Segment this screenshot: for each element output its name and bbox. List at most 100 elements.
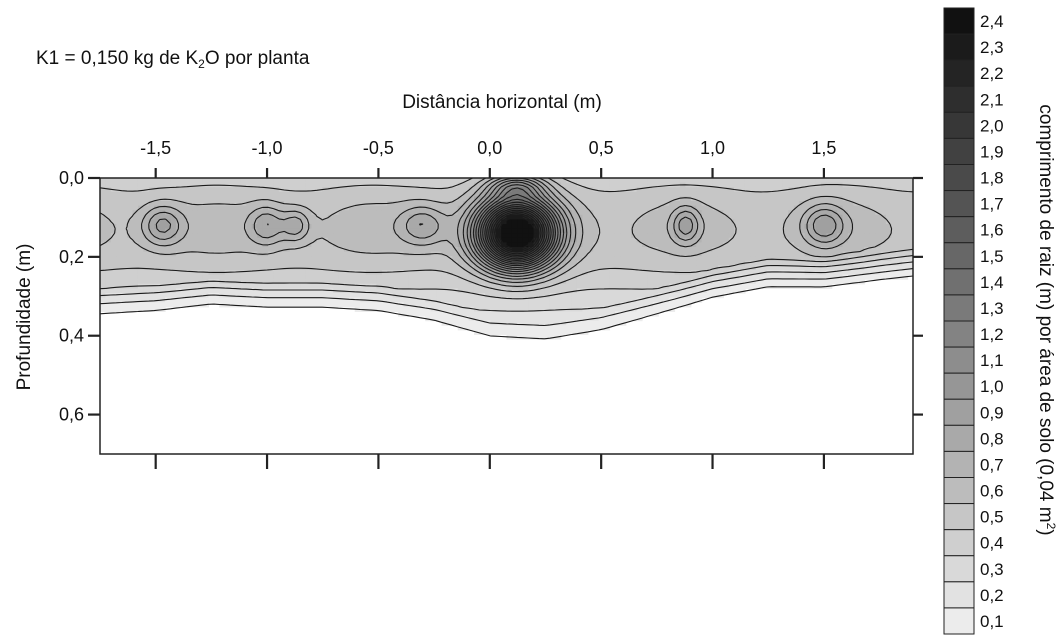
contour-cell xyxy=(408,201,415,207)
contour-cell xyxy=(473,288,480,294)
contour-cell xyxy=(549,329,556,335)
contour-cell xyxy=(755,256,762,262)
contour-cell xyxy=(858,242,865,248)
contour-cell xyxy=(105,297,112,303)
contour-cell xyxy=(539,196,546,202)
contour-cell xyxy=(251,242,258,248)
contour-cell xyxy=(631,191,638,197)
contour-cell xyxy=(734,247,741,253)
contour-cell xyxy=(739,210,746,216)
contour-cell xyxy=(333,302,340,308)
contour-cell xyxy=(658,196,665,202)
contour-cell xyxy=(105,247,112,253)
contour-cell xyxy=(847,205,854,211)
contour-cell xyxy=(669,265,676,271)
contour-cell xyxy=(257,293,264,299)
contour-cell xyxy=(669,178,676,184)
contour-cell xyxy=(728,201,735,207)
contour-cell xyxy=(734,191,741,197)
contour-cell xyxy=(782,256,789,262)
contour-cell xyxy=(295,187,302,193)
contour-cell xyxy=(831,265,838,271)
contour-cell xyxy=(631,260,638,266)
contour-cell xyxy=(652,178,659,184)
contour-cell xyxy=(181,274,188,280)
contour-cell xyxy=(593,283,600,289)
contour-cell xyxy=(100,274,107,280)
contour-cell xyxy=(609,302,616,308)
contour-cell xyxy=(387,237,394,243)
contour-cell xyxy=(479,242,486,248)
contour-cell xyxy=(159,302,166,308)
contour-cell xyxy=(539,297,546,303)
contour-cell xyxy=(463,288,470,294)
contour-cell xyxy=(197,233,204,239)
contour-cell xyxy=(598,228,605,234)
contour-cell xyxy=(132,214,139,220)
contour-cell xyxy=(235,288,242,294)
contour-cell xyxy=(522,265,529,271)
contour-cell xyxy=(100,182,107,188)
contour-cell xyxy=(278,178,285,184)
contour-cell xyxy=(408,288,415,294)
contour-cell xyxy=(755,237,762,243)
contour-cell xyxy=(403,242,410,248)
contour-cell xyxy=(192,274,199,280)
contour-cell xyxy=(750,214,757,220)
contour-cell xyxy=(625,316,632,322)
contour-cell xyxy=(246,256,253,262)
contour-cell xyxy=(858,224,865,230)
contour-cell xyxy=(750,196,757,202)
contour-cell xyxy=(213,214,220,220)
contour-cell xyxy=(902,251,909,257)
contour-cell xyxy=(268,233,275,239)
contour-cell xyxy=(604,178,611,184)
contour-cell xyxy=(257,283,264,289)
contour-cell xyxy=(669,224,676,230)
contour-cell xyxy=(408,196,415,202)
contour-cell xyxy=(636,302,643,308)
contour-cell xyxy=(604,242,611,248)
contour-cell xyxy=(652,196,659,202)
contour-cell xyxy=(240,247,247,253)
contour-cell xyxy=(631,288,638,294)
contour-cell xyxy=(815,274,822,280)
contour-cell xyxy=(116,191,123,197)
contour-cell xyxy=(728,233,735,239)
contour-cell xyxy=(766,210,773,216)
contour-cell xyxy=(360,293,367,299)
contour-cell xyxy=(712,191,719,197)
contour-cell xyxy=(197,283,204,289)
contour-cell xyxy=(398,288,405,294)
contour-cell xyxy=(642,247,649,253)
contour-cell xyxy=(473,247,480,253)
contour-cell xyxy=(408,187,415,193)
contour-cell xyxy=(311,279,318,285)
contour-cell xyxy=(295,270,302,276)
contour-cell xyxy=(631,297,638,303)
contour-line-0,7 xyxy=(141,177,854,283)
contour-cell xyxy=(159,233,166,239)
contour-cell xyxy=(717,205,724,211)
contour-cell xyxy=(582,187,589,193)
contour-cell xyxy=(468,283,475,289)
contour-cell xyxy=(430,256,437,262)
contour-cell xyxy=(311,191,318,197)
contour-cell xyxy=(869,237,876,243)
contour-cell xyxy=(154,251,161,257)
contour-cell xyxy=(170,283,177,289)
contour-cell xyxy=(224,224,231,230)
contour-cell xyxy=(652,288,659,294)
contour-cell xyxy=(701,196,708,202)
contour-cell xyxy=(549,260,556,266)
contour-cell xyxy=(452,242,459,248)
contour-cell xyxy=(576,247,583,253)
contour-cell xyxy=(593,201,600,207)
contour-cell xyxy=(338,283,345,289)
contour-cell xyxy=(652,274,659,280)
contour-cell xyxy=(869,182,876,188)
contour-cell xyxy=(885,210,892,216)
contour-cell xyxy=(376,306,383,312)
colorbar-tick-label: 2,1 xyxy=(980,90,1004,109)
contour-cell xyxy=(663,214,670,220)
